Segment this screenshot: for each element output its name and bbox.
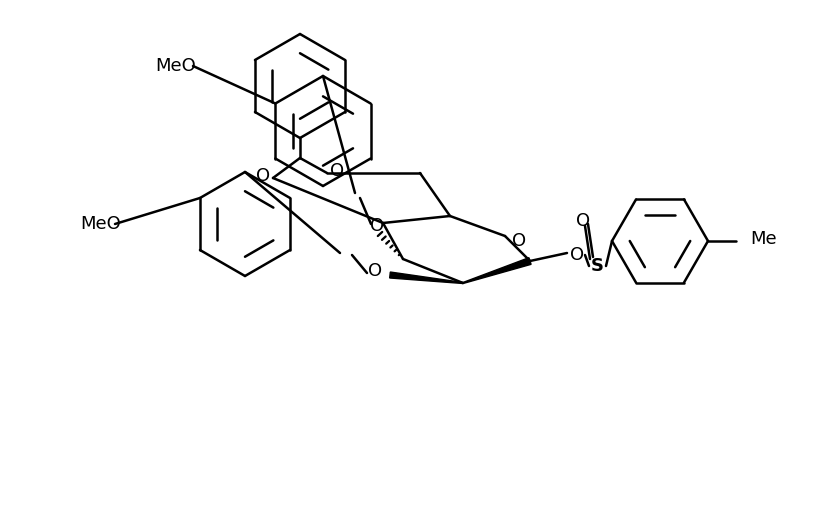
- Text: MeO: MeO: [155, 57, 196, 75]
- Text: O: O: [330, 162, 344, 180]
- Text: S: S: [590, 257, 604, 275]
- Text: O: O: [256, 167, 270, 185]
- Polygon shape: [390, 272, 463, 284]
- Text: O: O: [576, 212, 590, 230]
- Text: Me: Me: [750, 230, 777, 248]
- Text: MeO: MeO: [80, 215, 120, 233]
- Text: O: O: [512, 232, 526, 250]
- Text: O: O: [370, 217, 384, 235]
- Text: O: O: [570, 246, 584, 264]
- Text: O: O: [368, 262, 382, 280]
- Polygon shape: [463, 258, 531, 284]
